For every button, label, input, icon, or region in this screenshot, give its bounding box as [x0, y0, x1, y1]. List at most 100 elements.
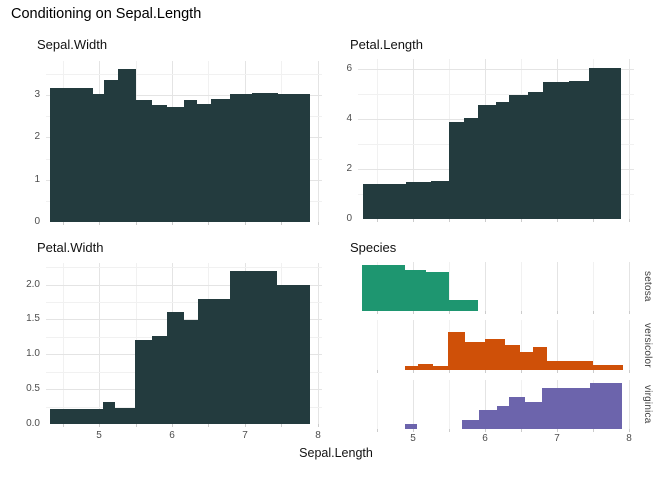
x-axis-tick: [485, 311, 486, 314]
x-tick-label: 6: [169, 430, 175, 441]
x-axis-tick: [377, 311, 378, 314]
x-axis-tick: [557, 370, 558, 373]
bar-segment: [184, 100, 197, 222]
bar-segment: [152, 105, 167, 222]
gridline-minor-h: [46, 301, 322, 303]
x-axis-tick: [557, 219, 558, 222]
gridline-major-v: [628, 320, 630, 370]
x-axis-tick: [281, 222, 282, 225]
bar-segment: [118, 69, 136, 222]
gridline-major-v: [484, 262, 486, 311]
gridline-minor-v: [592, 262, 594, 311]
bar-segment: [135, 340, 152, 424]
bar-segment: [528, 92, 543, 219]
bar-segment: [230, 94, 252, 222]
x-axis-tick: [172, 424, 173, 427]
histogram-bar: [465, 342, 485, 370]
gridline-minor-h: [46, 266, 322, 268]
strip-versicolor: [358, 320, 634, 370]
histogram-bar: [479, 410, 497, 429]
histogram-bar: [405, 366, 418, 370]
gridline-minor-v: [376, 380, 378, 429]
histogram-bar: [449, 300, 478, 311]
panel-title-species: Species: [350, 240, 397, 255]
bar-segment: [198, 299, 230, 424]
histogram-bar: [362, 265, 405, 311]
panel-title-petal-length: Petal.Length: [350, 37, 424, 52]
bar-segment: [496, 102, 509, 219]
gridline-minor-v: [520, 262, 522, 311]
x-axis-tick: [413, 311, 414, 314]
bar-segment: [278, 94, 310, 222]
gridline-major-h: [46, 94, 322, 96]
panel-title-petal-width: Petal.Width: [37, 240, 104, 255]
histogram-bar: [405, 424, 417, 429]
strip-setosa: [358, 262, 634, 311]
x-axis-label: Sepal.Length: [299, 446, 373, 460]
bar-segment: [589, 68, 621, 219]
histogram-bar: [497, 406, 509, 429]
x-axis-tick: [521, 370, 522, 373]
x-axis-tick: [593, 370, 594, 373]
histogram-bar: [520, 352, 533, 370]
x-axis-tick: [449, 219, 450, 222]
bar-segment: [167, 312, 184, 424]
bar-segment: [478, 105, 496, 219]
bar-segment: [211, 99, 230, 222]
gridline-minor-v: [448, 380, 450, 429]
bar-segment: [103, 402, 115, 424]
bar-segment: [252, 93, 278, 222]
histogram-bar: [485, 339, 505, 370]
gridline-major-v: [556, 262, 558, 311]
gridline-major-v: [628, 262, 630, 311]
panel-petal-width: [46, 263, 322, 424]
bar-segment: [464, 118, 478, 219]
y-tick-label: 3: [34, 89, 40, 100]
x-axis-tick: [172, 222, 173, 225]
bar-segment: [449, 122, 464, 219]
gridline-major-v: [317, 61, 319, 222]
histogram-bar: [433, 366, 448, 370]
bar-segment: [136, 100, 152, 222]
strip-label-versicolor: versicolor: [642, 322, 653, 368]
x-axis-tick: [245, 222, 246, 225]
gridline-minor-v: [592, 320, 594, 370]
panel-petal-length: [358, 59, 634, 219]
x-axis-tick: [593, 429, 594, 432]
x-axis-tick: [377, 219, 378, 222]
gridline-minor-v: [376, 320, 378, 370]
gridline-minor-h: [358, 93, 634, 95]
y-tick-label: 2: [346, 163, 352, 174]
y-tick-label: 0.5: [26, 383, 40, 394]
x-axis-tick: [629, 370, 630, 373]
x-tick-label: 5: [410, 433, 416, 444]
x-axis-tick: [629, 219, 630, 222]
gridline-major-v: [628, 380, 630, 429]
histogram-bar: [448, 332, 465, 370]
y-tick-label: 1: [34, 174, 40, 185]
y-tick-label: 2: [34, 131, 40, 142]
chart-title: Conditioning on Sepal.Length: [11, 6, 202, 22]
gridline-major-v: [628, 59, 630, 219]
gridline-minor-v: [448, 262, 450, 311]
gridline-major-v: [556, 320, 558, 370]
x-axis-tick: [449, 311, 450, 314]
bar-segment: [363, 184, 406, 219]
y-tick-label: 0.0: [26, 418, 40, 429]
bar-segment: [431, 181, 449, 219]
y-tick-label: 6: [346, 63, 352, 74]
histogram-bar: [405, 270, 426, 311]
x-axis-tick: [449, 370, 450, 373]
histogram-bar: [547, 361, 593, 370]
bar-segment: [167, 107, 184, 222]
panel-title-sepal-width: Sepal.Width: [37, 37, 108, 52]
x-axis-tick: [629, 311, 630, 314]
histogram-bar: [525, 402, 542, 429]
y-tick-label: 0: [34, 216, 40, 227]
x-axis-tick: [413, 429, 414, 432]
x-axis-tick: [318, 424, 319, 427]
bar-segment: [543, 82, 569, 219]
gridline-major-v: [484, 380, 486, 429]
x-axis-tick: [521, 311, 522, 314]
